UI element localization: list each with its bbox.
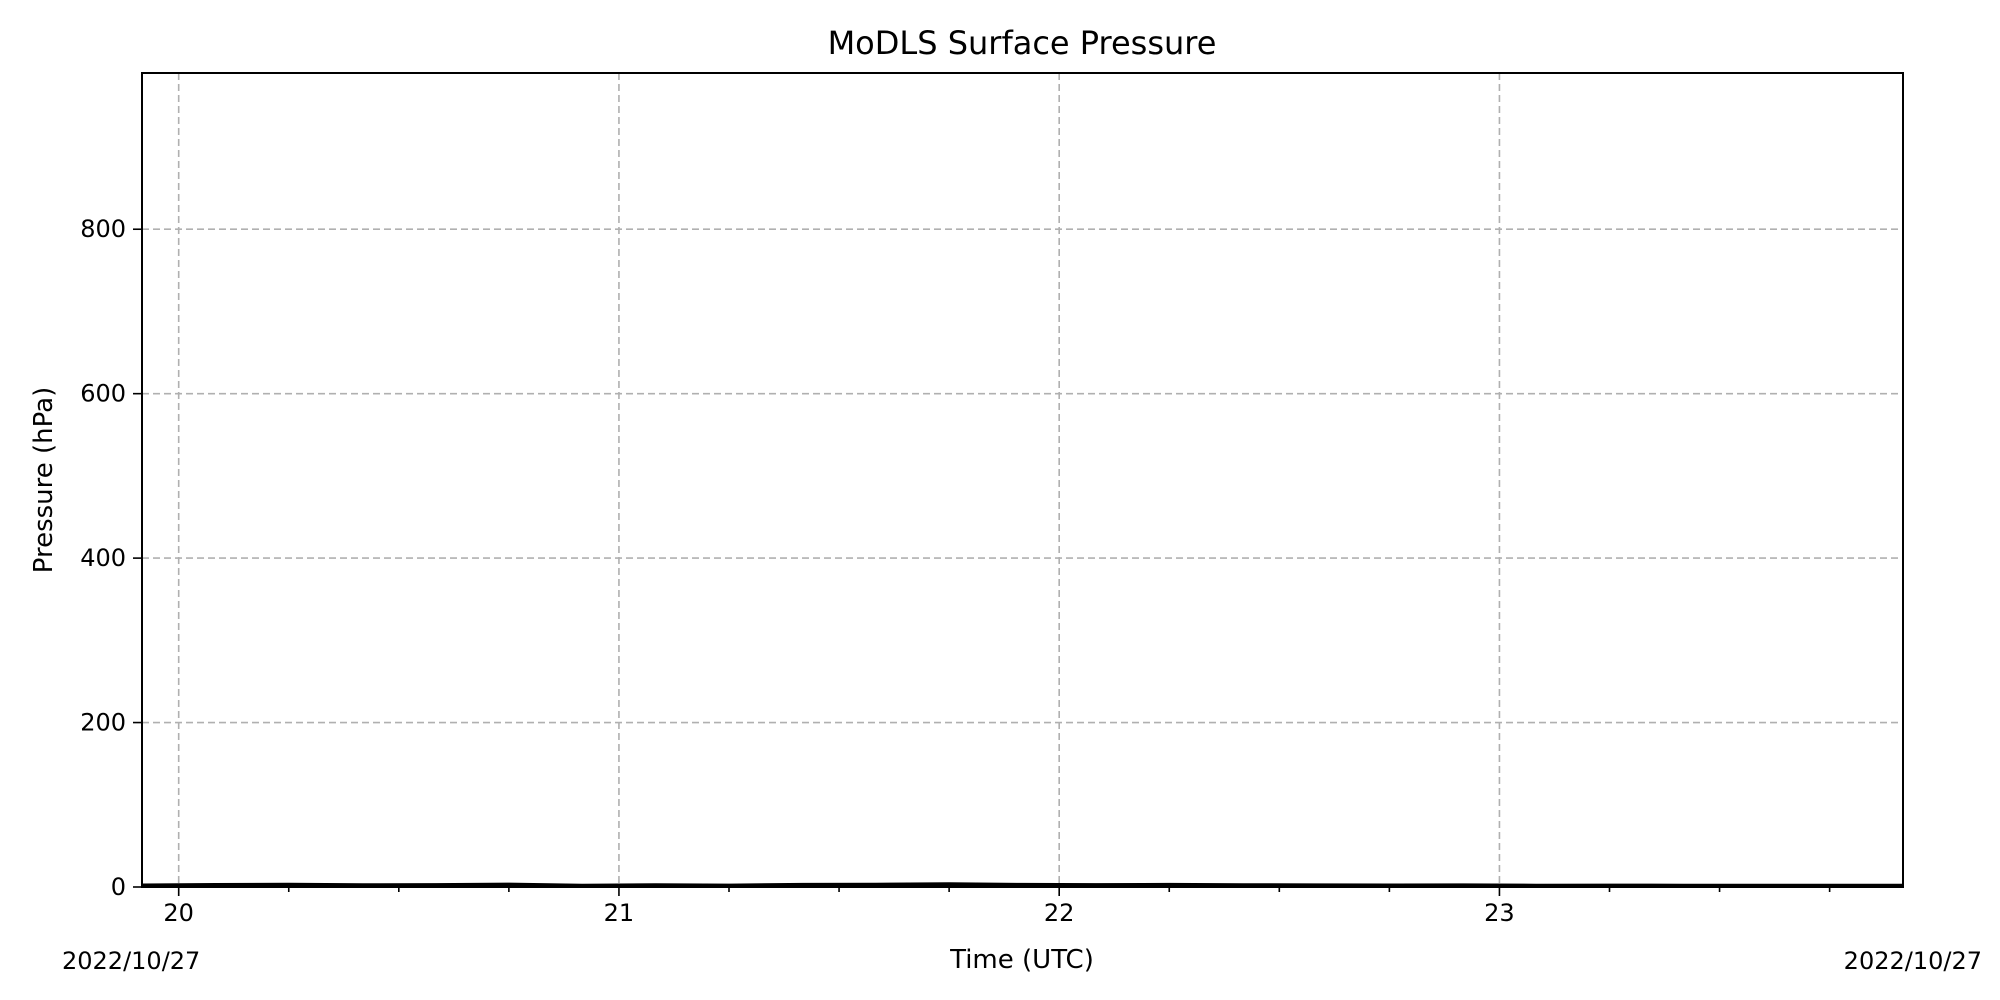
series-layer <box>141 882 1904 888</box>
y-tick-label: 400 <box>80 544 126 572</box>
y-tick-label: 800 <box>80 215 126 243</box>
y-tick-label: 600 <box>80 380 126 408</box>
tick-labels: 0 200 400 600 800 20 21 22 23 <box>80 215 1515 927</box>
y-tick-label: 200 <box>80 709 126 737</box>
x-axis-label: Time (UTC) <box>949 945 1094 975</box>
x-end-date-label: 2022/10/27 <box>1844 947 1982 975</box>
x-start-date-label: 2022/10/27 <box>62 947 200 975</box>
series-line <box>141 882 1904 888</box>
chart-title: MoDLS Surface Pressure <box>828 24 1217 62</box>
ticks <box>133 228 1831 896</box>
grid <box>142 73 1903 887</box>
x-tick-label: 21 <box>604 899 635 927</box>
plot-area-frame <box>141 72 1904 888</box>
y-axis-label: Pressure (hPa) <box>29 387 59 574</box>
x-tick-label: 20 <box>163 899 194 927</box>
x-tick-label: 23 <box>1484 899 1515 927</box>
y-tick-label: 0 <box>111 873 126 901</box>
x-tick-label: 22 <box>1044 899 1075 927</box>
